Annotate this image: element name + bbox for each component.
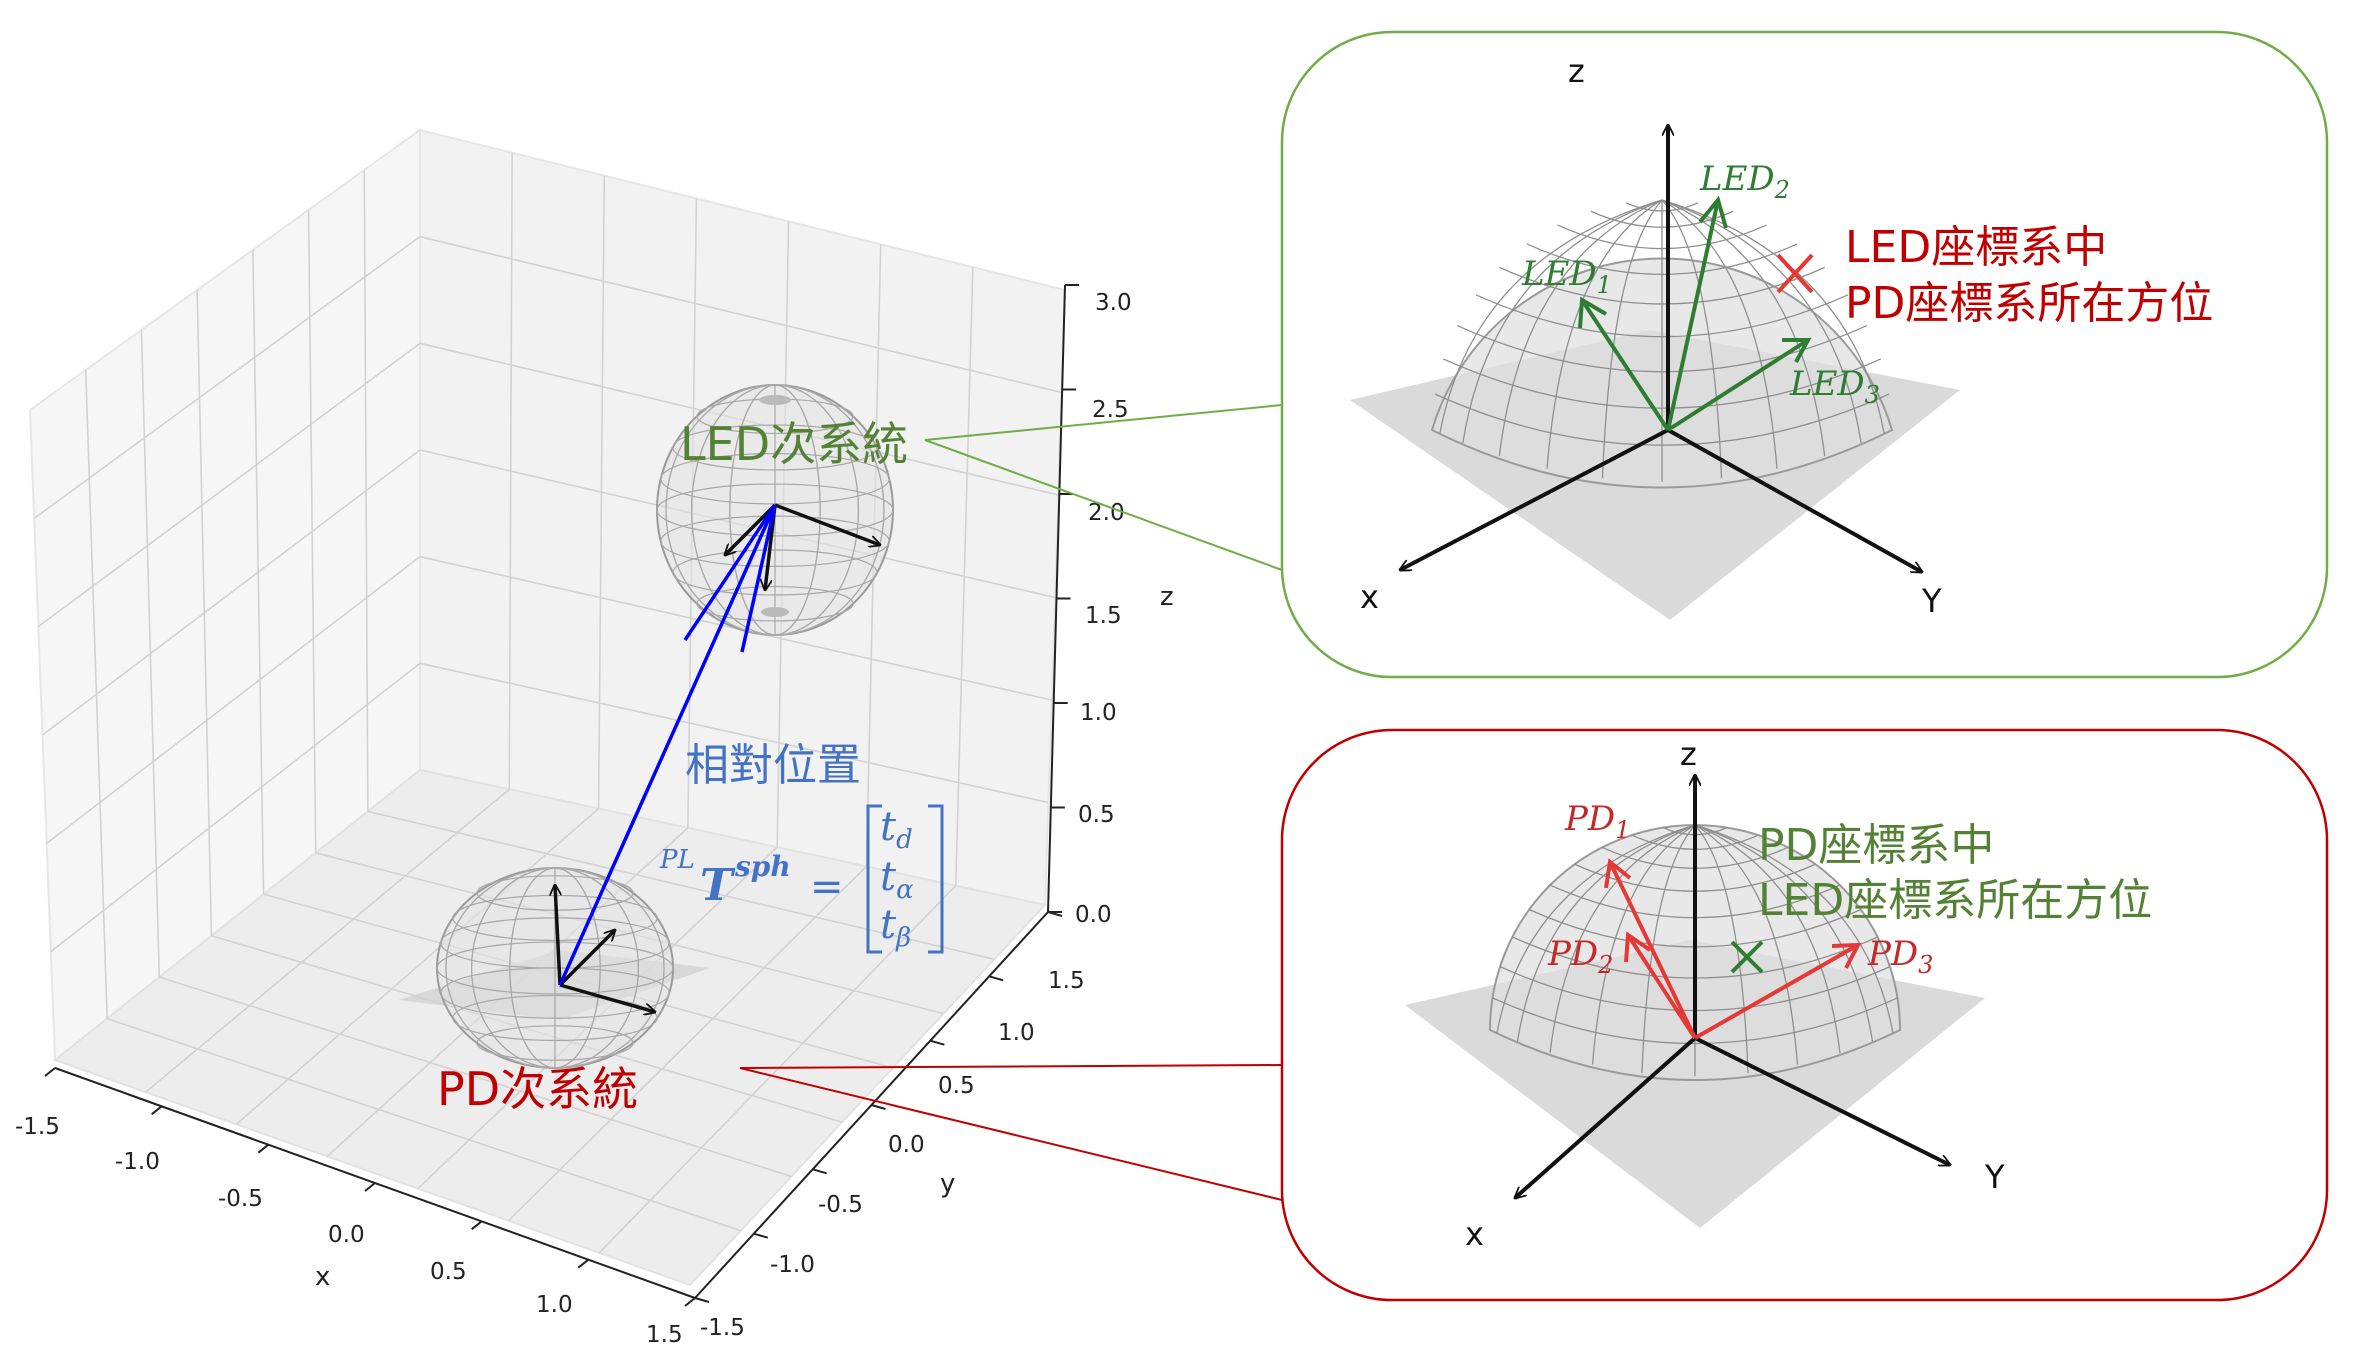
led-panel-axes (1400, 125, 1922, 574)
x-tick-label: -1.5 (15, 1114, 60, 1140)
pd-note-line2: LED座標系所在方位 (1758, 875, 2152, 926)
pd-note-line1: PD座標系中 (1758, 820, 1994, 871)
pd-axis-z-label: z (1680, 735, 1697, 773)
z-tick-label: 0.5 (1078, 802, 1115, 828)
x-tick-label: -1.0 (115, 1149, 160, 1175)
z-tick-label: 0.0 (1075, 902, 1112, 928)
led-note-line2: PD座標系所在方位 (1845, 278, 2213, 329)
y-tick-label: 1.0 (998, 1020, 1035, 1046)
pd-panel-axes (1515, 775, 1950, 1198)
pd-local-axes (555, 885, 655, 1012)
z-tick-label: 1.5 (1085, 603, 1122, 629)
main-grid (33, 152, 1062, 1254)
y-tick-label: -1.0 (770, 1252, 815, 1278)
x-tick-label: 0.5 (430, 1259, 467, 1285)
matrix-bracket-right (928, 804, 944, 954)
x-tick-label: 1.5 (646, 1322, 683, 1348)
x-tick-label: 0.0 (328, 1222, 365, 1248)
z-tick-label: 2.0 (1088, 500, 1125, 526)
led-callout-connector (924, 404, 1283, 571)
relative-position-vector (558, 504, 777, 986)
y-tick-label: 0.5 (938, 1073, 975, 1099)
formula-equals: = (810, 864, 844, 910)
pd-subsystem-label: PD次系統 (437, 1062, 638, 1116)
led-vectors (1578, 195, 1812, 432)
led-note-line1: LED座標系中 (1845, 222, 2107, 273)
pd-axis-x-label: x (1465, 1215, 1484, 1253)
y-tick-label: 0.0 (888, 1132, 925, 1158)
led-axis-x-label: x (1360, 578, 1379, 616)
y-tick-label: -1.5 (700, 1315, 745, 1341)
pd-detail-panel: z x Y PD1 PD2 PD3 PD座標系中 LED座標系所在方位 (1280, 728, 2329, 1302)
led-subsystem-label: LED次系統 (680, 417, 908, 471)
pd-vector-label: PD2 (1547, 934, 1613, 979)
matrix-bracket-left (866, 804, 882, 954)
z-tick-label: 3.0 (1095, 290, 1132, 316)
y-tick-label: -0.5 (818, 1192, 863, 1218)
pd-vectors (1604, 858, 1862, 1040)
matrix-entry: td (880, 804, 913, 855)
led-vector-label: LED1 (1521, 254, 1612, 299)
matrix-entry: tβ (880, 902, 911, 953)
pd-vector-label: PD1 (1564, 799, 1630, 844)
led-vector-label: LED3 (1789, 364, 1880, 409)
pd-callout-connector (739, 1064, 1283, 1201)
matrix-entry: tα (880, 854, 914, 905)
z-axis-label: z (1160, 582, 1174, 612)
led-axis-y-label: Y (1921, 582, 1942, 620)
pd-vector-label: PD3 (1867, 934, 1933, 979)
main-3d-plot: -1.5 -1.0 -0.5 0.0 0.5 1.0 1.5 x -1.5 -1… (15, 128, 1283, 1348)
x-tick-label: -0.5 (218, 1186, 263, 1212)
formula-superscript-left: PL (659, 845, 695, 875)
formula-superscript-right: sph (734, 850, 791, 883)
pd-axis-y-label: Y (1984, 1158, 2005, 1196)
pd-target-marker (1730, 940, 1764, 974)
led-target-marker (1776, 253, 1814, 294)
formula-symbol: T (700, 860, 736, 911)
pd-sphere (398, 867, 710, 1069)
main-tick-marks (44, 284, 1079, 1307)
y-tick-label: 1.5 (1048, 968, 1085, 994)
x-axis-label: x (315, 1262, 330, 1292)
led-axis-z-label: z (1568, 52, 1585, 90)
y-axis-label: y (940, 1169, 955, 1199)
led-detail-panel: z x Y LED2 LED1 LED3 LED座標系中 PD座標系所在方位 (1280, 30, 2329, 679)
relative-position-label: 相對位置 (685, 740, 861, 791)
x-tick-label: 1.0 (536, 1292, 573, 1318)
led-vector-label: LED2 (1699, 159, 1790, 204)
relative-position-formula: PL T sph = td tα tβ (659, 804, 944, 954)
z-tick-label: 2.5 (1092, 397, 1129, 423)
z-tick-label: 1.0 (1080, 700, 1117, 726)
